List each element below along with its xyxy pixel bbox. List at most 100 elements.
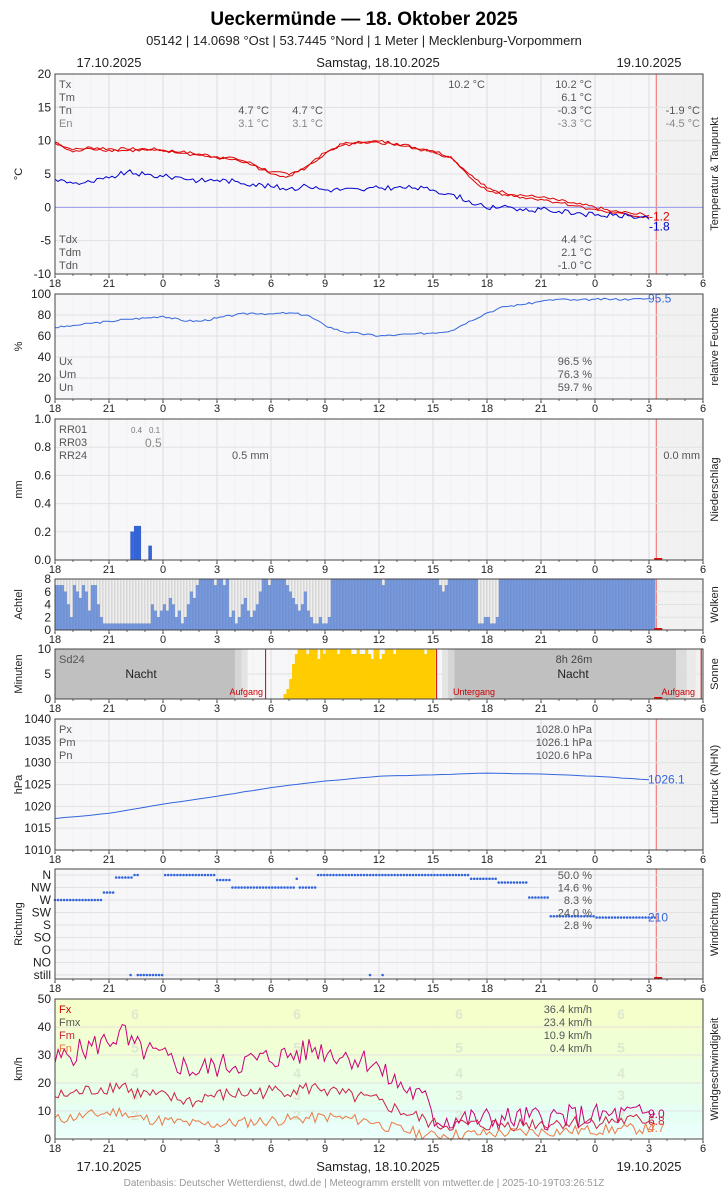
now-marker <box>654 697 663 699</box>
cloud-bar <box>423 578 428 631</box>
direction-point <box>503 881 507 884</box>
y-axis-label: Achtel <box>13 589 25 620</box>
cloud-bg-bar <box>105 578 110 631</box>
direction-point <box>277 886 280 889</box>
x-tick-label: 9 <box>322 1143 328 1155</box>
y-tick-label: 0.8 <box>34 440 51 454</box>
sun-bar <box>331 649 335 699</box>
stat-label: Fx <box>59 1004 72 1016</box>
direction-point <box>567 914 571 918</box>
direction-point <box>650 916 653 919</box>
end-value: 1026.1 <box>648 773 685 787</box>
direction-point <box>142 973 146 977</box>
stat-label: Fmx <box>59 1017 81 1029</box>
direction-point <box>512 881 516 884</box>
direction-point <box>524 881 528 884</box>
cloud-bar <box>285 585 290 631</box>
cloud-bar <box>300 604 305 631</box>
direction-point <box>121 876 124 879</box>
direction-point <box>130 876 133 879</box>
cloud-bar <box>471 578 476 631</box>
direction-point <box>56 898 60 902</box>
direction-point <box>417 873 421 877</box>
x-tick-label: 6 <box>268 403 274 415</box>
cloud-bar <box>366 578 371 631</box>
sun-bar <box>379 659 383 699</box>
direction-point <box>515 881 519 884</box>
direction-point <box>319 873 323 877</box>
cloud-bar <box>201 578 206 631</box>
night-area <box>55 649 246 699</box>
cloud-bar <box>339 578 344 631</box>
sunrise-label: Aufgang <box>229 687 263 697</box>
direction-point <box>90 898 94 902</box>
x-tick-label: 3 <box>646 634 652 646</box>
direction-point <box>457 873 461 877</box>
x-tick-label: 21 <box>535 634 547 646</box>
direction-point <box>561 914 565 918</box>
cloud-bar <box>84 591 89 631</box>
cloud-bar <box>504 578 509 631</box>
cloud-bar <box>93 585 98 631</box>
beaufort-band <box>55 1057 703 1083</box>
x-tick-label: 6 <box>268 278 274 290</box>
direction-point <box>225 878 228 882</box>
panel-wind: 18 21 0 3 6 9 12 15 18 21 0 3 6km/h Windgeschwindigke… <box>13 992 721 1155</box>
sunset-label: Untergang <box>453 687 495 697</box>
y-tick-label: 10 <box>38 642 52 656</box>
series-line-tm <box>54 140 650 219</box>
sun-bar <box>308 649 312 699</box>
cloud-bar <box>78 597 83 631</box>
cloud-bar <box>558 578 563 631</box>
side-label: Luftdruck (NHN) <box>709 745 721 824</box>
cloud-bar <box>255 604 260 631</box>
direction-point <box>368 873 372 877</box>
cloud-bar <box>357 578 362 631</box>
cloud-bar <box>606 578 611 631</box>
direction-point <box>72 898 75 902</box>
x-tick-label: 21 <box>103 854 115 866</box>
x-tick-label: 18 <box>481 1143 493 1155</box>
direction-point <box>368 973 372 977</box>
cloud-bar <box>69 617 74 631</box>
direction-point <box>378 873 381 877</box>
cloud-bar <box>378 578 383 631</box>
direction-point <box>212 873 216 877</box>
sun-bar <box>314 649 318 699</box>
direction-point <box>613 916 617 919</box>
cloud-bar <box>468 578 473 631</box>
cloud-bg-bar <box>126 578 131 631</box>
cloud-bar <box>639 578 644 631</box>
y-tick-label: SW <box>32 906 52 920</box>
beaufort-number: 5 <box>455 1040 463 1056</box>
cloud-bg-bar <box>489 578 494 631</box>
direction-point <box>341 873 344 877</box>
x-tick-label: 18 <box>49 1143 61 1155</box>
x-tick-label: 6 <box>700 983 706 995</box>
direction-point <box>280 886 283 889</box>
side-label: Wolken <box>709 586 721 622</box>
x-tick-label: 6 <box>268 1143 274 1155</box>
stat-value: 10.2 °C <box>555 79 592 91</box>
sun-bar <box>286 689 290 699</box>
direction-point <box>231 886 234 889</box>
x-tick-label: 18 <box>49 854 61 866</box>
direction-point <box>641 916 644 919</box>
cloud-bar <box>417 578 422 631</box>
x-tick-label: 0 <box>592 278 598 290</box>
direction-point <box>286 886 289 889</box>
sun-bar <box>320 649 324 699</box>
direction-point <box>304 886 308 889</box>
direction-point <box>289 886 292 889</box>
y-tick-label: 1.0 <box>34 412 51 426</box>
cloud-bar <box>297 610 302 631</box>
side-label: Windrichtung <box>709 892 721 956</box>
cloud-bar <box>393 578 398 631</box>
cloud-bg-bar <box>477 578 482 631</box>
now-marker <box>654 628 663 630</box>
cloud-bar <box>168 597 173 631</box>
series-line-um <box>54 297 650 337</box>
y-tick-label: 5 <box>44 667 51 681</box>
cloud-bg-bar <box>108 578 113 631</box>
stat-label: Tdn <box>59 260 78 272</box>
